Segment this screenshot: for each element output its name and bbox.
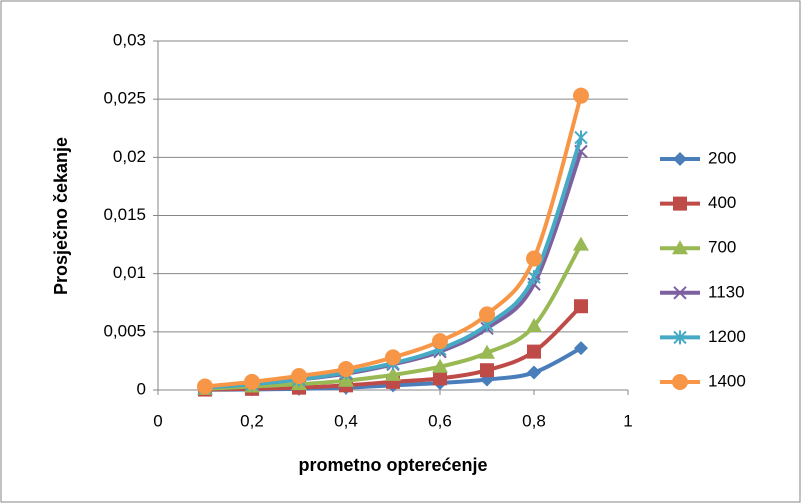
marker (479, 306, 495, 323)
marker (527, 365, 541, 380)
marker (385, 349, 401, 366)
x-axis-title: prometno opterećenje (298, 455, 487, 475)
y-tick-label: 0 (137, 379, 146, 398)
marker (480, 363, 494, 378)
marker (197, 378, 213, 395)
marker (432, 333, 448, 350)
marker (672, 240, 688, 255)
marker (433, 371, 447, 386)
marker (673, 152, 687, 166)
marker (338, 372, 354, 387)
x-tick-label: 0 (153, 411, 162, 430)
marker (673, 330, 687, 345)
marker (527, 270, 541, 285)
legend-label: 1130 (708, 282, 745, 301)
legend-label: 1400 (708, 371, 746, 390)
legend-label: 200 (708, 148, 736, 167)
y-axis-title: Prosječno čekanje (51, 137, 71, 295)
marker (526, 250, 542, 267)
marker (673, 286, 687, 300)
marker (574, 341, 588, 356)
x-tick-label: 0,6 (428, 411, 452, 430)
marker (573, 87, 589, 104)
marker (526, 318, 542, 333)
marker (244, 373, 260, 390)
x-tick-label: 0,2 (240, 411, 264, 430)
y-tick-label: 0,005 (103, 321, 146, 340)
marker (479, 344, 495, 359)
marker (574, 130, 588, 145)
x-tick-label: 1 (623, 411, 632, 430)
marker (291, 368, 307, 385)
y-tick-label: 0,025 (103, 89, 146, 108)
marker (573, 236, 589, 251)
x-tick-label: 0,8 (522, 411, 546, 430)
marker (432, 358, 448, 373)
legend-label: 700 (708, 238, 736, 257)
legend-label: 1200 (708, 327, 746, 346)
y-tick-label: 0,015 (103, 205, 146, 224)
marker (338, 361, 354, 378)
marker (672, 374, 688, 390)
marker (385, 366, 401, 381)
marker (527, 344, 541, 359)
y-tick-label: 0,02 (113, 147, 146, 166)
marker (574, 299, 588, 314)
legend-label: 400 (708, 193, 736, 212)
x-tick-label: 0,4 (334, 411, 358, 430)
y-tick-label: 0,01 (113, 263, 146, 282)
marker (673, 196, 687, 211)
y-tick-label: 0,03 (113, 30, 146, 49)
